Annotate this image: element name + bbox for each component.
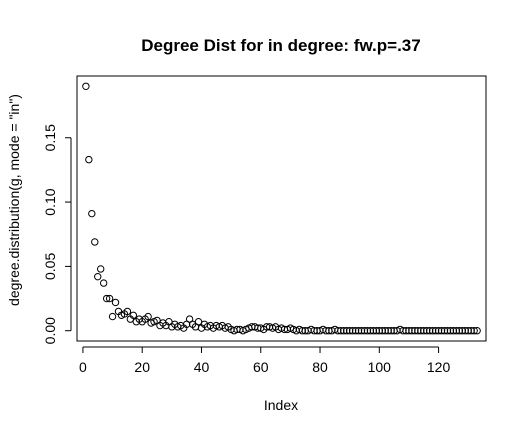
data-point [105,294,114,303]
data-point [94,272,102,281]
data-point [108,312,117,321]
data-point [82,82,90,90]
data-point [470,327,478,335]
y-axis-label: degree.distribution(g, mode = "in") [6,94,22,306]
x-axis-label: Index [264,397,298,413]
data-point [102,294,111,303]
data-point [85,155,93,164]
plot-area-frame [76,75,487,342]
data-point [91,238,99,246]
x-tick-label: 80 [312,359,328,375]
data-point [194,318,203,326]
data-point [99,279,108,287]
x-tick-label: 100 [368,359,392,375]
data-point [111,298,120,307]
x-tick-label: 120 [427,359,451,375]
data-point [97,265,105,273]
y-axis: 0.00 0.05 0.10 0.15 [42,124,72,344]
y-tick-label: 0.05 [42,253,58,280]
data-point [129,311,138,319]
data-point [123,307,132,316]
chart-title: Degree Dist for in degree: fw.p=.37 [141,36,420,55]
data-points [82,82,481,335]
data-point [473,327,481,335]
y-tick-label: 0.00 [42,317,58,344]
y-tick-label: 0.10 [42,188,58,215]
x-tick-label: 0 [79,359,87,375]
data-point [88,209,96,218]
x-axis: 0 20 40 60 80 100 120 [79,346,451,375]
x-tick-label: 40 [194,359,210,375]
data-point [144,312,152,321]
x-tick-label: 20 [134,359,150,375]
x-tick-label: 60 [253,359,269,375]
y-tick-label: 0.15 [42,124,58,151]
